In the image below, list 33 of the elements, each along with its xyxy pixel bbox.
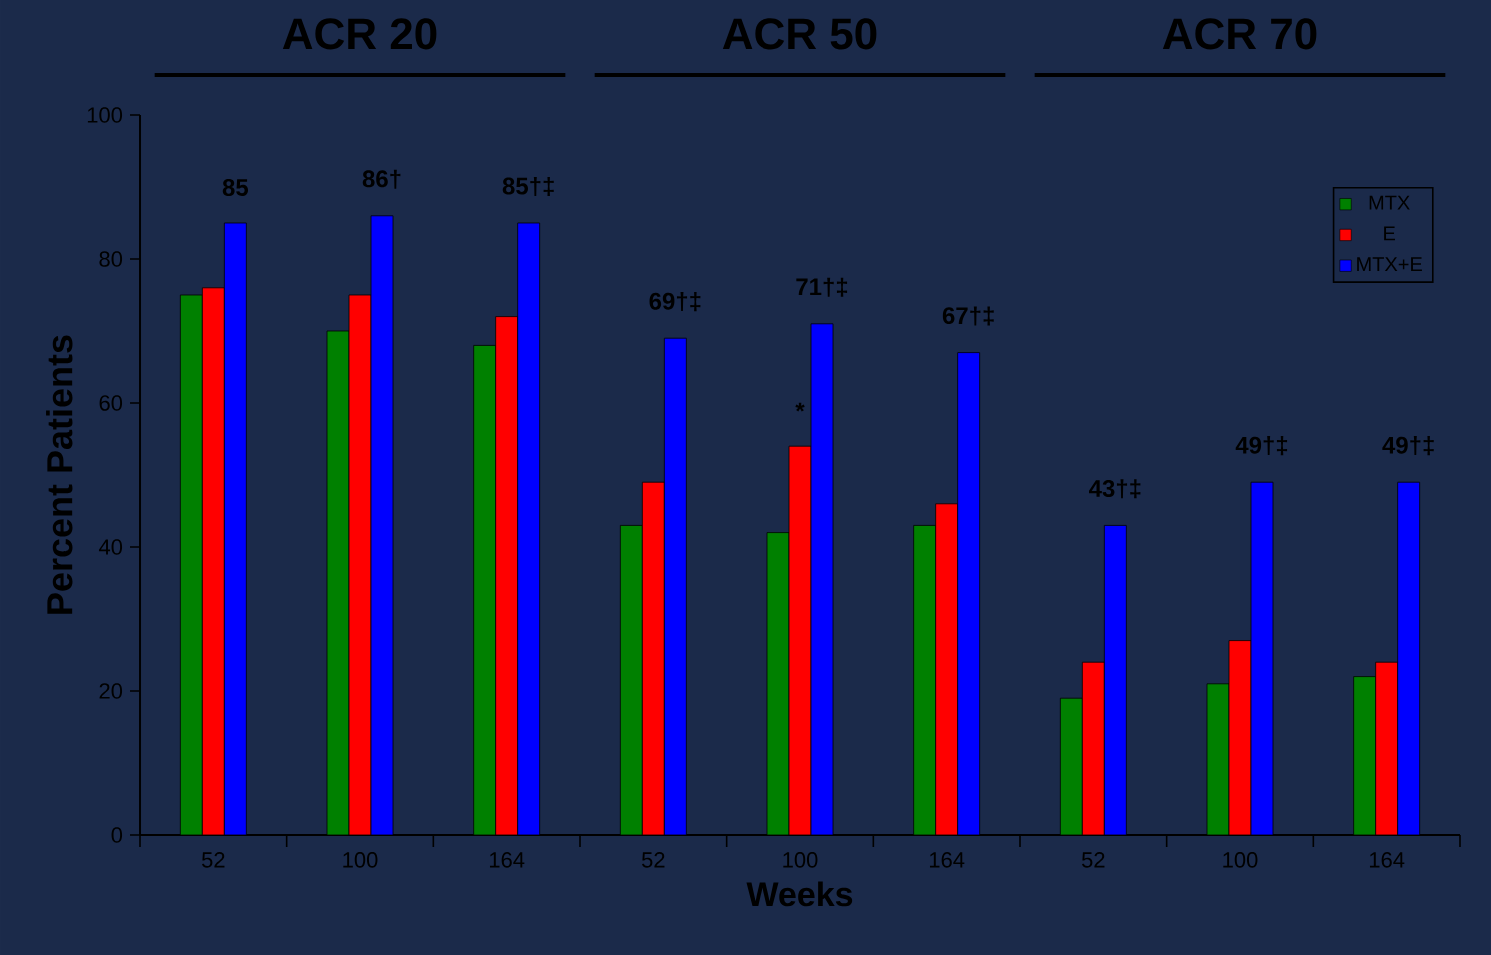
data-label: 49†‡: [1382, 436, 1434, 456]
data-label: 49†‡: [1235, 436, 1288, 456]
legend-label: MTX+E: [1357, 257, 1422, 272]
data-label: 43†‡: [1089, 479, 1141, 499]
data-label: 85†‡: [502, 176, 554, 196]
text: ACR 50: [722, 18, 877, 50]
legend-label: MTX: [1369, 195, 1410, 210]
y-tick-label: 60: [99, 395, 123, 411]
x-tick-label: 52: [1081, 852, 1105, 868]
x-tick-label: 52: [201, 852, 225, 868]
y-tick-label: 0: [111, 827, 123, 843]
x-tick-label: 164: [1369, 852, 1405, 868]
data-label: 85: [222, 178, 249, 196]
data-label: *: [795, 402, 805, 412]
legend-label: E: [1384, 226, 1395, 241]
y-tick-label: 40: [98, 539, 123, 555]
y-tick-label: 100: [87, 107, 123, 123]
text: ACR 70: [1162, 18, 1317, 50]
x-tick-label: 100: [783, 852, 818, 868]
data-label: 86†: [362, 169, 401, 189]
text: ACR 20: [282, 18, 437, 50]
x-tick-label: 164: [929, 852, 965, 868]
x-tick-label: 52: [641, 852, 665, 868]
x-tick-label: 100: [1223, 852, 1258, 868]
y-tick-label: 20: [99, 683, 123, 699]
data-label: 69†‡: [649, 292, 701, 312]
y-tick-label: 80: [99, 251, 123, 267]
y-axis-title: Percent Patients: [46, 335, 73, 614]
x-axis-title: Weeks: [746, 881, 853, 907]
data-label: 71†‡: [796, 277, 848, 297]
x-tick-label: 100: [343, 852, 378, 868]
data-label: 67†‡: [942, 306, 994, 326]
x-tick-label: 164: [489, 852, 525, 868]
